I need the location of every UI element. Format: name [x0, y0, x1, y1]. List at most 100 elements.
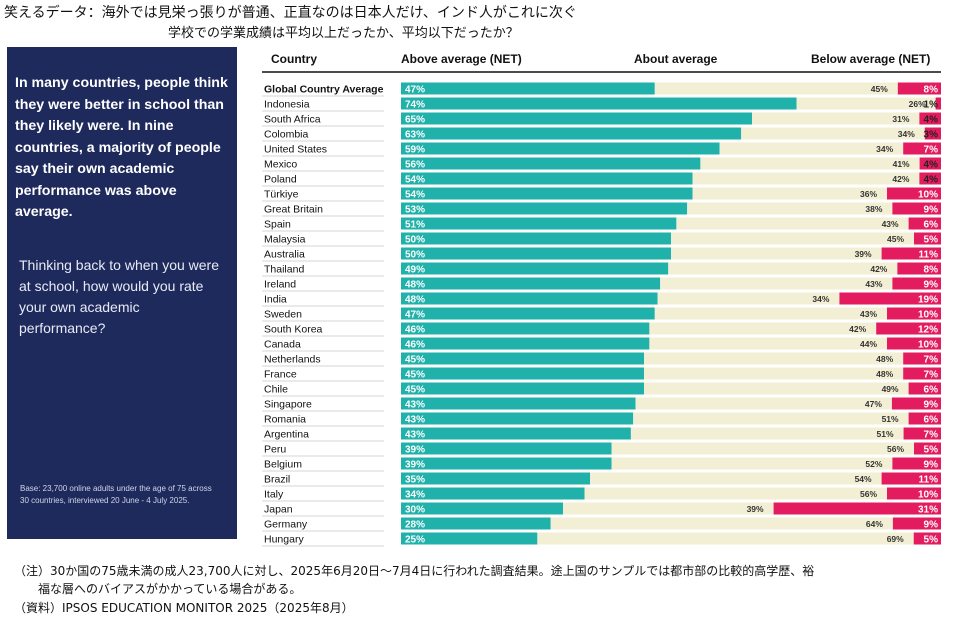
- country-label: Belgium: [264, 459, 302, 471]
- source-note: （資料）IPSOS EDUCATION MONITOR 2025（2025年8月…: [14, 601, 354, 615]
- label-above-average: 65%: [405, 115, 425, 126]
- bar-about-average: [633, 412, 909, 425]
- country-label: Ireland: [264, 279, 296, 291]
- bar-below-average: [914, 232, 941, 245]
- country-label: Indonesia: [264, 99, 310, 111]
- country-label: Canada: [264, 339, 301, 351]
- label-above-average: 25%: [405, 535, 425, 546]
- bar-about-average: [692, 172, 920, 185]
- label-below-average: 8%: [924, 265, 939, 276]
- bar-below-average: [887, 187, 941, 200]
- label-about-average: 45%: [871, 84, 888, 94]
- label-above-average: 54%: [405, 175, 425, 186]
- label-about-average: 43%: [882, 219, 899, 229]
- label-about-average: 51%: [877, 429, 894, 439]
- bar-below-average: [892, 277, 941, 290]
- bar-below-average: [919, 157, 941, 170]
- bar-below-average: [919, 112, 941, 125]
- bar-about-average: [796, 97, 936, 110]
- country-label: Netherlands: [264, 354, 321, 366]
- label-below-average: 5%: [924, 445, 939, 456]
- footnote-line-2: 福な層へのバイアスがかかっている場合がある。: [14, 582, 302, 596]
- column-header-above: Above average (NET): [401, 52, 522, 66]
- bar-about-average: [676, 217, 909, 230]
- label-about-average: 56%: [887, 444, 904, 454]
- bar-above-average: [401, 202, 688, 215]
- label-about-average: 42%: [849, 324, 866, 334]
- label-about-average: 42%: [892, 174, 909, 184]
- country-label: France: [264, 369, 297, 381]
- label-below-average: 1%: [924, 100, 939, 111]
- bar-about-average: [630, 427, 904, 440]
- label-about-average: 34%: [876, 144, 893, 154]
- bar-below-average: [881, 472, 941, 485]
- label-about-average: 49%: [882, 384, 899, 394]
- label-above-average: 50%: [405, 250, 425, 261]
- bar-above-average: [401, 292, 658, 305]
- label-below-average: 11%: [919, 475, 939, 486]
- label-above-average: 39%: [405, 445, 425, 456]
- bar-above-average: [401, 532, 538, 545]
- label-about-average: 43%: [865, 279, 882, 289]
- label-below-average: 10%: [918, 340, 938, 351]
- label-about-average: 45%: [887, 234, 904, 244]
- bar-below-average: [897, 262, 941, 275]
- country-label: Peru: [264, 444, 286, 456]
- label-below-average: 9%: [924, 520, 939, 531]
- country-label: United States: [264, 144, 327, 156]
- country-label: Japan: [264, 504, 293, 516]
- country-label: Hungary: [264, 534, 304, 546]
- label-about-average: 36%: [860, 189, 877, 199]
- bar-above-average: [401, 442, 612, 455]
- label-below-average: 9%: [924, 400, 939, 411]
- bar-above-average: [401, 427, 631, 440]
- label-above-average: 28%: [405, 520, 425, 531]
- label-above-average: 47%: [405, 310, 425, 321]
- bar-below-average: [914, 442, 941, 455]
- label-below-average: 3%: [924, 130, 939, 141]
- column-header-country: Country: [271, 52, 317, 66]
- country-label: South Africa: [264, 114, 321, 126]
- bar-below-average: [935, 97, 941, 110]
- label-about-average: 38%: [865, 204, 882, 214]
- label-below-average: 7%: [924, 355, 939, 366]
- label-about-average: 48%: [876, 369, 893, 379]
- country-label: Argentina: [264, 429, 309, 441]
- country-label: Great Britain: [264, 204, 323, 216]
- label-below-average: 6%: [924, 385, 939, 396]
- bar-about-average: [611, 442, 914, 455]
- country-label: Spain: [264, 219, 291, 231]
- page-subtitle: 学校での学業成績は平均以上だったか、平均以下だったか？: [168, 26, 519, 41]
- bar-below-average: [892, 517, 941, 530]
- label-above-average: 49%: [405, 265, 425, 276]
- bar-about-average: [660, 277, 893, 290]
- label-below-average: 9%: [924, 460, 939, 471]
- bar-below-average: [903, 427, 941, 440]
- info-panel: In many countries, people think they wer…: [7, 47, 237, 539]
- stacked-bar-chart: Global Country Average 47% 45% 8% Indonesia 7…: [262, 71, 941, 547]
- label-below-average: 7%: [924, 370, 939, 381]
- column-header-about: About average: [634, 52, 718, 66]
- column-header-below: Below average (NET): [811, 52, 931, 66]
- country-label: Singapore: [264, 399, 312, 411]
- label-above-average: 46%: [405, 325, 425, 336]
- label-below-average: 31%: [918, 505, 938, 516]
- bar-about-average: [687, 202, 893, 215]
- footnote-line-1: （注）30か国の75歳未満の成人23,700人に対し、2025年6月20日～7月…: [14, 564, 815, 578]
- bar-above-average: [401, 247, 671, 260]
- bar-above-average: [401, 112, 752, 125]
- panel-base-text: Base: 23,700 online adults under the age…: [20, 484, 212, 505]
- bar-about-average: [671, 232, 914, 245]
- bar-below-average: [908, 382, 941, 395]
- label-above-average: 74%: [405, 100, 425, 111]
- bar-below-average: [903, 142, 941, 155]
- label-below-average: 7%: [924, 430, 939, 441]
- country-label: India: [264, 294, 287, 306]
- country-label: Thailand: [264, 264, 304, 276]
- bar-about-average: [611, 457, 893, 470]
- bar-below-average: [773, 502, 941, 515]
- label-about-average: 39%: [747, 504, 764, 514]
- bar-above-average: [401, 457, 612, 470]
- label-above-average: 45%: [405, 370, 425, 381]
- label-below-average: 9%: [924, 205, 939, 216]
